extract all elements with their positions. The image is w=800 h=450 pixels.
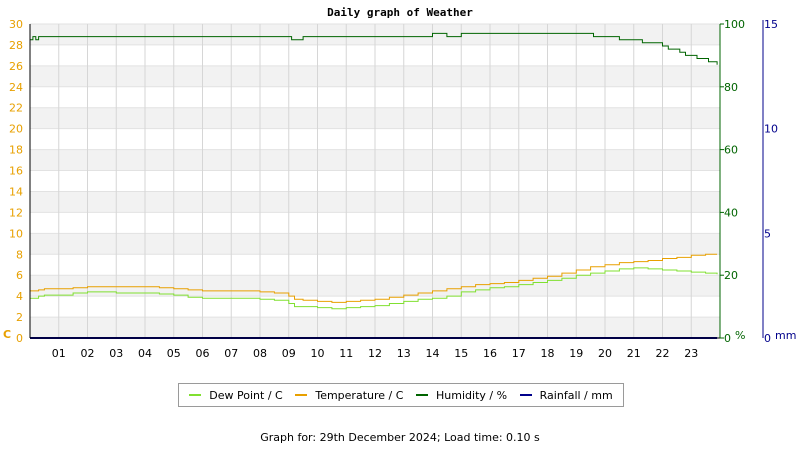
legend: Dew Point / C Temperature / C Humidity /…: [178, 383, 624, 407]
humidity-tick-label: 40: [724, 206, 738, 219]
temperature-tick-label: 14: [9, 185, 23, 198]
temperature-tick-label: 22: [9, 102, 23, 115]
chart-title: Daily graph of Weather: [327, 6, 473, 19]
rainfall-tick-label: 15: [764, 18, 778, 31]
x-tick-label: 01: [52, 347, 66, 360]
rainfall-unit-label: mm: [775, 329, 796, 342]
x-tick-label: 22: [656, 347, 670, 360]
x-tick-label: 23: [684, 347, 698, 360]
temperature-unit-label: C: [3, 328, 11, 341]
x-tick-label: 20: [598, 347, 612, 360]
x-tick-label: 13: [397, 347, 411, 360]
x-tick-label: 16: [483, 347, 497, 360]
humidity-tick-label: 100: [724, 18, 745, 31]
rainfall-tick-label: 0: [764, 332, 771, 345]
x-tick-label: 15: [454, 347, 468, 360]
x-tick-label: 10: [311, 347, 325, 360]
rainfall-tick-label: 10: [764, 123, 778, 136]
x-tick-label: 05: [167, 347, 181, 360]
legend-label-rainfall: Rainfall / mm: [539, 388, 613, 402]
temperature-tick-label: 12: [9, 206, 23, 219]
x-axis: 01 02 03 04 05 06 07 08 09 10 11 12 13 14 15 16 17 18 19 20…: [52, 347, 699, 360]
legend-item-temperature: Temperature / C: [295, 389, 403, 402]
x-tick-label: 18: [541, 347, 555, 360]
x-tick-label: 09: [282, 347, 296, 360]
x-tick-label: 12: [368, 347, 382, 360]
temperature-tick-label: 16: [9, 165, 23, 178]
legend-item-rainfall: Rainfall / mm: [519, 388, 613, 402]
temperature-tick-label: 6: [16, 269, 23, 282]
temperature-tick-label: 30: [9, 18, 23, 31]
humidity-tick-label: 20: [724, 269, 738, 282]
temperature-tick-label: 24: [9, 81, 23, 94]
footer-text: Graph for: 29th December 2024; Load time…: [260, 431, 540, 444]
temperature-tick-label: 26: [9, 60, 23, 73]
x-tick-label: 11: [339, 347, 353, 360]
humidity-axis: 0 20 40 60 80 100%: [720, 18, 745, 345]
temperature-tick-label: 8: [16, 248, 23, 261]
legend-swatch-rainfall: [519, 394, 532, 396]
humidity-tick-label: 60: [724, 144, 738, 157]
temperature-tick-label: 4: [16, 290, 23, 303]
series-line-2: [30, 32, 718, 65]
temperature-tick-label: 2: [16, 311, 23, 324]
x-tick-label: 02: [81, 347, 95, 360]
x-tick-label: 14: [426, 347, 440, 360]
rainfall-axis: 0 5 10 15 mm: [764, 18, 796, 345]
legend-item-humidity: Humidity / %: [416, 389, 507, 402]
legend-swatch-dew-point: [189, 394, 202, 396]
x-tick-label: 19: [569, 347, 583, 360]
temperature-tick-label: 20: [9, 123, 23, 136]
x-tick-label: 03: [109, 347, 123, 360]
axes: [29, 20, 764, 339]
temperature-tick-label: 10: [9, 227, 23, 240]
legend-item-dew-point: Dew Point / C: [189, 388, 283, 402]
legend-label-temperature: Temperature / C: [315, 388, 404, 402]
x-tick-label: 08: [253, 347, 267, 360]
humidity-tick-label: 0: [724, 332, 731, 345]
x-tick-label: 07: [224, 347, 238, 360]
legend-swatch-temperature: [295, 394, 308, 396]
x-tick-label: 21: [627, 347, 641, 360]
legend-swatch-humidity: [416, 394, 429, 396]
series-line-0: [30, 267, 718, 310]
series-line-1: [30, 253, 718, 303]
x-tick-label: 17: [512, 347, 526, 360]
temperature-tick-label: 28: [9, 39, 23, 52]
legend-label-humidity: Humidity / %: [436, 388, 508, 402]
rainfall-tick-label: 5: [764, 227, 771, 240]
grid: [30, 23, 720, 339]
legend-label-dew-point: Dew Point / C: [209, 388, 283, 402]
temperature-tick-label: 18: [9, 144, 23, 157]
x-tick-label: 04: [138, 347, 152, 360]
x-tick-label: 06: [196, 347, 210, 360]
humidity-tick-label: 80: [724, 81, 738, 94]
temperature-tick-label: 0: [16, 332, 23, 345]
humidity-unit-label: %: [735, 329, 745, 342]
